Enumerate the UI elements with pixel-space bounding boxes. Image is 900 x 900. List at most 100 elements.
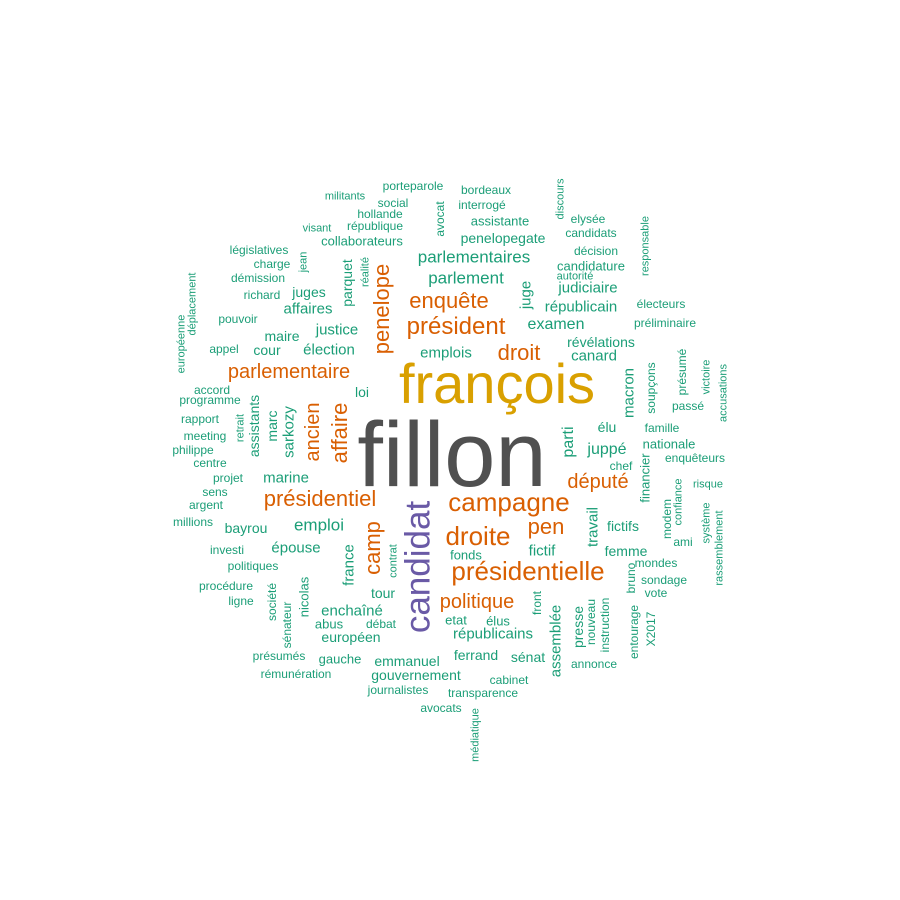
word-affaire: affaire — [327, 402, 352, 464]
word-avocat: avocat — [433, 201, 447, 237]
word-juppe: juppé — [587, 441, 627, 458]
word-hollande: hollande — [357, 207, 403, 221]
word-debat: débat — [365, 617, 397, 631]
word-programme: programme — [179, 393, 241, 407]
word-accusations: accusations — [717, 363, 730, 423]
word-gauche: gauche — [318, 651, 362, 667]
word-elysee: elysée — [570, 212, 606, 226]
word-emplois: emplois — [420, 344, 472, 362]
word-fonds: fonds — [450, 547, 482, 563]
word-maire: maire — [264, 328, 300, 344]
word-jean: jean — [297, 251, 310, 273]
word-x2017: X2017 — [644, 611, 658, 647]
word-mediatique: médiatique — [469, 708, 482, 762]
word-macron: macron — [620, 367, 638, 419]
word-republicains: républicains — [452, 625, 534, 643]
word-election: élection — [303, 341, 355, 359]
word-fictifs: fictifs — [607, 518, 639, 534]
word-ligne: ligne — [228, 594, 254, 608]
word-visant: visant — [302, 222, 332, 235]
word-rapport: rapport — [180, 412, 220, 426]
word-legislatives: législatives — [229, 243, 289, 257]
word-entourage: entourage — [627, 604, 641, 660]
word-abus: abus — [314, 616, 344, 632]
word-femme: femme — [604, 543, 648, 559]
word-ami: ami — [673, 535, 693, 549]
word-candidats: candidats — [565, 226, 617, 240]
word-contrat: contrat — [387, 544, 400, 578]
word-presumes: présumés — [252, 649, 306, 663]
word-bordeaux: bordeaux — [460, 183, 512, 197]
word-projet: projet — [212, 471, 244, 485]
word-enquete: enquête — [409, 288, 489, 313]
word-militants: militants — [324, 190, 366, 203]
word-social: social — [377, 196, 409, 210]
word-sondage: sondage — [640, 573, 688, 587]
word-pen: pen — [527, 514, 565, 539]
word-meeting: meeting — [183, 429, 227, 443]
word-france: france — [340, 544, 358, 586]
word-porteparole: porteparole — [382, 179, 444, 193]
word-examen: examen — [527, 316, 585, 333]
word-fillon: fillon — [357, 404, 547, 506]
word-deplacement: déplacement — [186, 272, 199, 336]
word-passe: passé — [671, 399, 705, 413]
word-procedure: procédure — [198, 579, 254, 593]
word-transparence: transparence — [447, 686, 519, 700]
word-etat: etat — [445, 612, 467, 628]
word-realite: réalité — [359, 257, 372, 287]
word-politiques: politiques — [227, 559, 279, 573]
word-remuneration: rémunération — [260, 667, 332, 681]
word-responsable: responsable — [639, 216, 652, 276]
word-journalistes: journalistes — [367, 683, 429, 697]
word-philippe: philippe — [172, 443, 214, 457]
word-campagne: campagne — [448, 487, 570, 517]
word-victoire: victoire — [700, 359, 713, 395]
word-gouvernement: gouvernement — [371, 667, 461, 683]
word-republique: république — [346, 219, 404, 233]
word-tour: tour — [370, 585, 396, 601]
word-nicolas: nicolas — [296, 576, 312, 618]
word-enchaine: enchaîné — [321, 602, 383, 620]
word-richard: richard — [243, 288, 281, 302]
word-judiciaire: judiciaire — [558, 279, 618, 297]
word-epouse: épouse — [271, 539, 321, 557]
word-cabinet: cabinet — [489, 673, 529, 687]
word-president: président — [406, 313, 506, 340]
word-nationale: nationale — [642, 436, 696, 452]
word-senat: sénat — [510, 649, 546, 665]
word-senateur: sénateur — [280, 601, 294, 649]
word-juges: juges — [292, 284, 326, 300]
word-bayrou: bayrou — [224, 520, 268, 536]
word-confiance: confiance — [672, 478, 685, 526]
word-politique: politique — [439, 591, 515, 613]
word-demission: démission — [230, 271, 286, 285]
word-presume: présumé — [675, 348, 689, 396]
word-parlementaires: parlementaires — [417, 247, 531, 267]
word-preliminaire: préliminaire — [633, 316, 697, 330]
word-sarkozy: sarkozy — [280, 406, 298, 458]
word-penelope: penelope — [369, 263, 394, 355]
word-societe: société — [265, 582, 279, 622]
word-avocats: avocats — [420, 701, 462, 715]
word-autorite: autorité — [556, 270, 594, 283]
word-penelopegate: penelopegate — [460, 230, 546, 246]
word-justice: justice — [315, 321, 359, 339]
word-marine: marine — [263, 469, 309, 487]
word-assistante: assistante — [470, 213, 530, 229]
word-systeme: système — [700, 502, 713, 544]
word-argent: argent — [188, 498, 224, 512]
word-pouvoir: pouvoir — [218, 312, 258, 326]
word-appel: appel — [209, 342, 239, 356]
word-cour: cour — [253, 342, 281, 358]
word-charge: charge — [253, 257, 291, 271]
word-loi: loi — [354, 384, 370, 400]
word-vote: vote — [644, 586, 668, 600]
word-front: front — [530, 590, 544, 616]
word-sens: sens — [202, 485, 228, 499]
word-revelations: révélations — [567, 334, 635, 350]
word-electeurs: électeurs — [636, 297, 686, 311]
word-rassemblement: rassemblement — [713, 510, 726, 586]
word-canard: canard — [571, 347, 617, 365]
